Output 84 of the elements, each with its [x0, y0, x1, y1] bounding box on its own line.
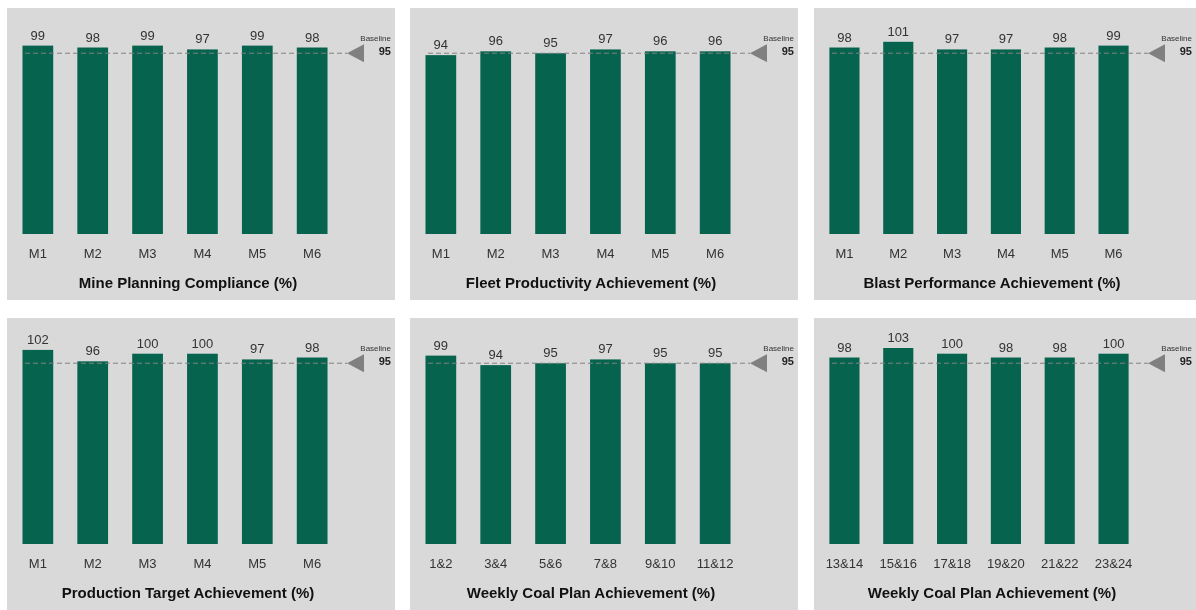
x-tick-label: M3: [138, 246, 157, 261]
x-tick-label: M2: [486, 246, 505, 261]
data-label: 98: [1052, 29, 1067, 45]
x-tick-label: M6: [303, 246, 322, 261]
x-tick-label: M1: [28, 246, 47, 261]
data-label: 102: [27, 331, 49, 347]
x-tick-label: M5: [1050, 246, 1069, 261]
data-label: 99: [30, 27, 46, 43]
data-label: 97: [598, 31, 613, 47]
data-label: 95: [543, 35, 558, 51]
text: Weekly Coal Plan Achievement (%): [867, 584, 1117, 601]
data-label: 96: [85, 343, 100, 359]
x-tick-label: 5&6: [539, 556, 563, 571]
x-tick-label: 19&20: [987, 556, 1025, 571]
x-tick-label: M6: [303, 556, 322, 571]
data-label: 97: [195, 31, 210, 47]
x-tick-label: M4: [596, 246, 615, 261]
ref-line-label: Baseline 95: [763, 34, 795, 58]
x-tick-label: M6: [1104, 246, 1123, 261]
x-tick-label: 7&8: [593, 556, 617, 571]
x-tick-label: M1: [431, 246, 450, 261]
data-label: 98: [304, 339, 320, 355]
data-label: 100: [136, 335, 159, 351]
data-label: 101: [887, 23, 910, 39]
data-label: 97: [598, 341, 613, 357]
x-tick-label: M2: [889, 246, 908, 261]
data-label: 98: [998, 339, 1014, 355]
data-label: 96: [653, 33, 668, 49]
x-tick-label: 23&24: [1094, 556, 1133, 571]
data-label: 97: [998, 31, 1014, 47]
text: Weekly Coal Plan Achievement (%): [466, 584, 716, 601]
x-tick-label: M4: [996, 246, 1015, 261]
data-label: 99: [250, 27, 265, 43]
x-tick-label: M3: [943, 246, 962, 261]
data-label: 97: [944, 31, 960, 47]
x-tick-label: 11&12: [696, 556, 734, 571]
x-tick-label: M3: [138, 556, 157, 571]
x-tick-label: M5: [248, 556, 267, 571]
x-tick-label: 21&22: [1040, 556, 1079, 571]
ref-line-label: Baseline 95: [360, 34, 392, 58]
data-label: 94: [433, 37, 449, 53]
x-tick-label: 9&10: [645, 556, 676, 571]
data-label: 95: [707, 345, 723, 361]
ref-line-label: Baseline 95: [1161, 344, 1193, 368]
ref-line-label: Baseline 95: [360, 344, 392, 368]
data-label: 98: [85, 29, 100, 45]
data-label: 98: [304, 29, 320, 45]
x-tick-label: M5: [248, 246, 267, 261]
data-label: 103: [887, 330, 910, 345]
text: Mine Planning Compliance (%): [78, 274, 298, 291]
data-label: 96: [707, 33, 723, 49]
x-tick-label: M1: [28, 556, 47, 571]
x-tick-label: M6: [706, 246, 725, 261]
x-tick-label: M3: [541, 246, 560, 261]
data-label: 98: [837, 29, 852, 45]
x-tick-label: M5: [651, 246, 670, 261]
text: Fleet Productivity Achievement (%): [465, 274, 717, 291]
data-label: 100: [1102, 335, 1125, 351]
x-tick-label: 17&18: [933, 556, 971, 571]
x-tick-label: M2: [83, 246, 102, 261]
x-tick-label: 3&4: [484, 556, 508, 571]
x-tick-label: M4: [193, 246, 212, 261]
data-label: 99: [140, 27, 155, 43]
data-label: 100: [191, 335, 214, 351]
x-tick-label: 13&14: [825, 556, 864, 571]
x-tick-label: M2: [83, 556, 102, 571]
x-tick-label: M1: [835, 246, 854, 261]
data-label: 97: [250, 341, 265, 357]
x-tick-label: 15&16: [879, 556, 918, 571]
x-tick-label: M4: [193, 556, 212, 571]
text: Blast Performance Achievement (%): [863, 274, 1121, 291]
data-label: 96: [488, 33, 503, 49]
data-label: 95: [543, 345, 558, 361]
data-label: 98: [1052, 339, 1067, 355]
ref-line-label: Baseline 95: [763, 344, 795, 368]
data-label: 94: [488, 347, 503, 363]
text: Production Target Achievement (%): [61, 584, 315, 601]
data-label: 100: [941, 335, 963, 351]
data-label: 99: [433, 337, 449, 353]
data-label: 95: [653, 345, 668, 361]
data-label: 98: [837, 339, 852, 355]
ref-line-label: Baseline 95: [1161, 34, 1193, 58]
x-tick-label: 1&2: [429, 556, 453, 571]
data-label: 99: [1106, 27, 1121, 43]
